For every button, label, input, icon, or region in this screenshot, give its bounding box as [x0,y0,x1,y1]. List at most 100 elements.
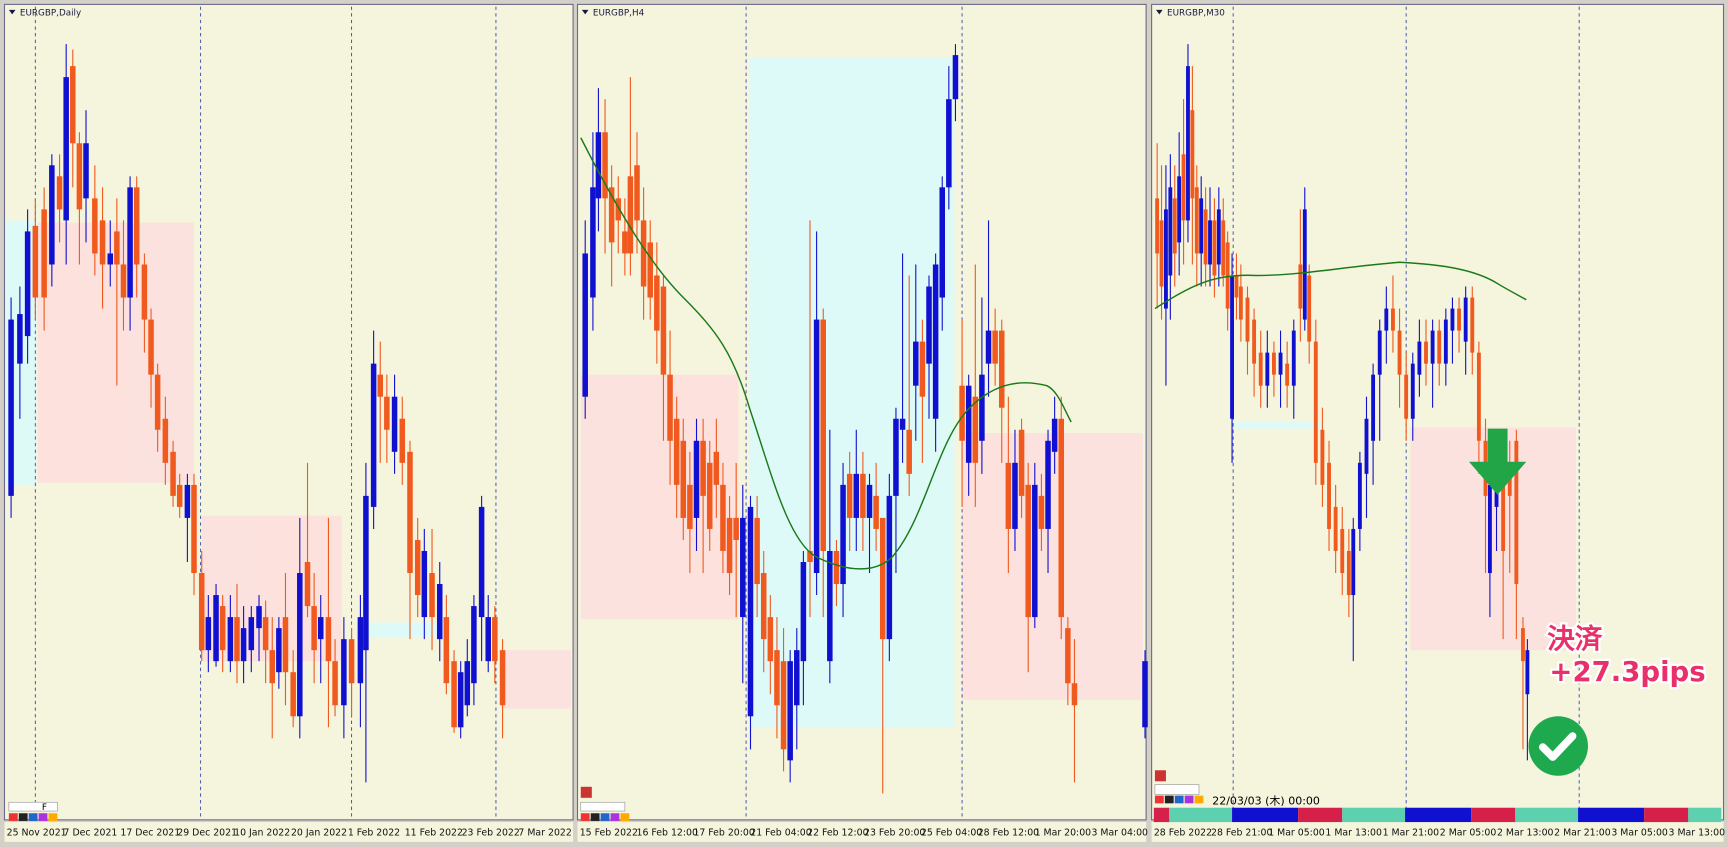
candle-body [667,374,673,441]
title-arrow [1156,9,1163,15]
candle-body [1194,187,1199,254]
candle-body [1450,308,1455,331]
candle-body [1238,286,1243,320]
candle-body [485,617,491,662]
candle-body [1181,154,1186,221]
candle-body [1525,650,1530,695]
candle-body [853,473,860,518]
candle-body [1005,462,1012,529]
candle-body [443,617,450,684]
candle-body [654,275,660,331]
candle-body [1071,683,1078,706]
candle-body [1208,220,1212,265]
candle-body [176,484,183,507]
candle-body [357,617,364,684]
x-label: 1 Mar 20:00 [1035,827,1092,838]
candle-body [451,661,457,728]
candle-body [602,132,608,199]
x-label: 25 Feb 04:00 [921,827,982,838]
candle-body [866,484,873,518]
candle-body [622,231,628,254]
candle-body [952,55,959,100]
candles [8,44,506,783]
candle-body [1357,462,1362,529]
candle-body [1051,418,1058,452]
candle-body [800,562,807,662]
candle-body [634,165,640,221]
candle-body [780,661,787,750]
candle-body [673,418,680,485]
candle-body [713,451,720,485]
candle-body [939,187,945,298]
x-label: 15 Feb 2022 [580,827,638,838]
candle-body [184,484,191,518]
candle-body [1025,484,1031,618]
candle-body [879,517,886,640]
candle-body [414,539,421,596]
candle-body [1424,341,1428,364]
candle-body [1340,528,1345,574]
candle-body [63,77,69,221]
candle-body [1291,330,1296,386]
candle-body [640,220,647,287]
candle-body [162,418,169,463]
x-label: 28 Feb 21:00 [1211,827,1272,838]
candle-body [478,506,485,618]
candle-body [399,418,406,463]
x-label: 20 Jan 2022 [291,827,347,838]
candle-body [133,187,140,265]
candle-body [1177,176,1182,243]
x-label: 1 Mar 05:00 [1268,827,1325,838]
candle-body [680,440,687,518]
candle-body [1252,319,1257,364]
candle-body [32,225,39,298]
candle-body [747,506,754,717]
candle-body [1012,462,1018,529]
candle-body [794,650,800,706]
candle-body [1142,661,1148,728]
candle-body [499,650,506,706]
candle-body [363,495,369,651]
candle-body [370,363,377,507]
candle-body [1333,506,1338,551]
candle-body [341,639,347,706]
candle-body [1457,308,1461,331]
candle-body [348,639,355,684]
x-label: 21 Feb 04:00 [750,827,811,838]
candle-body [1272,352,1276,375]
x-label: 3 Mar 13:00 [1669,827,1726,838]
candle-body [1212,220,1217,276]
candle-body [706,462,713,529]
x-label: 28 Feb 12:00 [978,827,1039,838]
candle-body [429,573,435,618]
candle-body [687,484,693,529]
candle-body [70,66,76,144]
candle-body [492,617,498,662]
candle-body [1377,330,1382,375]
candle-body [1298,264,1303,309]
candle-body [384,396,390,430]
candle-body [913,341,919,386]
candle-body [198,573,205,651]
candle-body [41,209,47,298]
candle-body [282,617,289,673]
candle-body [1221,220,1226,276]
toolbars: F [8,770,1204,821]
x-label: 25 Nov 2021 [7,827,67,838]
candle-body [615,198,622,221]
annotation: 決済 [1547,623,1603,655]
candle-body [317,617,324,640]
candles [1155,44,1530,761]
candle-body [471,606,477,684]
candle-body [647,242,653,298]
candle-body [1371,374,1376,441]
x-label: 28 Feb 2022 [1154,827,1212,838]
candle-body [733,517,739,540]
candle-body [464,661,471,706]
title-arrow [8,9,16,15]
candle-body [1410,363,1415,419]
x-label: 7 Mar 2022 [518,827,571,838]
candle-body [1164,209,1168,309]
candle-body [860,473,866,518]
